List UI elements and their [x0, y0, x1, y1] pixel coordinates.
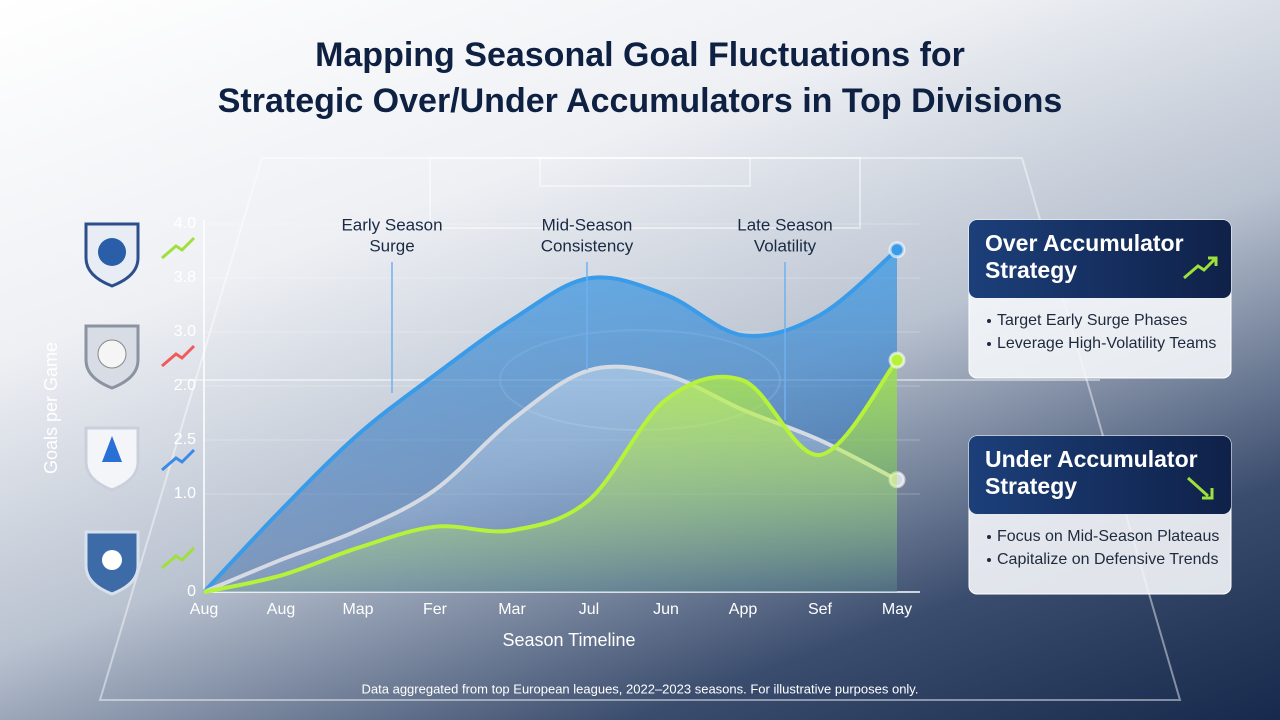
title-line: Mapping Seasonal Goal Fluctuations for [315, 36, 965, 74]
end-point [888, 241, 906, 259]
card-header [969, 436, 1231, 514]
annotation: Mid-Season [542, 215, 633, 234]
card-arrow [1183, 256, 1218, 280]
bullet [987, 558, 991, 562]
bullet [987, 342, 991, 346]
y-tick-label: 2.0 [174, 377, 196, 394]
title-line: Strategic Over/Under Accumulators in Top… [218, 82, 1063, 120]
annotation: Late Season [737, 215, 832, 234]
x-axis-title: Season Timeline [502, 630, 635, 650]
x-tick-label: Fer [423, 601, 448, 618]
end-point [888, 351, 906, 369]
bullet [987, 319, 991, 323]
card-title: Under Accumulator [985, 446, 1198, 472]
card-item: Focus on Mid-Season Plateaus [997, 528, 1219, 545]
series-line [203, 358, 899, 594]
x-tick-label: Aug [267, 601, 295, 618]
card-item: Leverage High-Volatility Teams [997, 335, 1216, 352]
footnote: Data aggregated from top European league… [362, 681, 919, 696]
x-tick-label: Jun [653, 601, 679, 618]
annotation: Volatility [754, 236, 817, 255]
y-tick-label: 2.5 [174, 431, 196, 448]
y-axis-title: Goals per Game [41, 342, 61, 474]
area [204, 360, 897, 592]
x-tick-label: May [882, 601, 912, 618]
x-tick-label: Aug [190, 601, 218, 618]
card-item: Capitalize on Defensive Trends [997, 551, 1218, 568]
card-item: Target Early Surge Phases [997, 312, 1187, 329]
card-title: Over Accumulator [985, 230, 1184, 256]
x-tick-label: Jul [579, 601, 599, 618]
x-tick-label: Sef [808, 601, 833, 618]
card-title: Strategy [985, 257, 1077, 283]
y-tick-label: 3.8 [174, 269, 196, 286]
y-tick-label: 1.0 [174, 485, 196, 502]
x-tick-label: App [729, 601, 758, 618]
annotation: Early Season [341, 215, 442, 234]
league-badges [84, 222, 196, 596]
y-tick-label: 4.0 [174, 215, 196, 232]
x-tick-label: Mar [498, 601, 526, 618]
bullet [987, 535, 991, 539]
annotation: Surge [369, 236, 414, 255]
annotation: Consistency [541, 236, 634, 255]
x-tick-label: Map [342, 601, 373, 618]
y-tick-label: 3.0 [174, 323, 196, 340]
card-title: Strategy [985, 473, 1077, 499]
card-header [969, 220, 1231, 298]
card-arrow [1186, 476, 1214, 500]
y-tick-label: 0 [187, 583, 196, 600]
